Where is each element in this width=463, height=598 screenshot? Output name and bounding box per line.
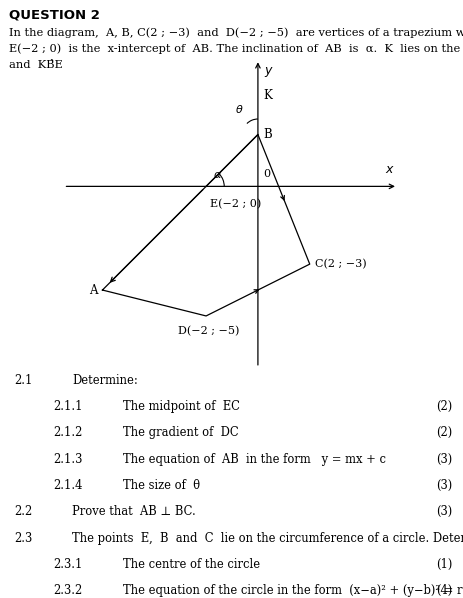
Text: 2.1.3: 2.1.3 <box>53 453 82 466</box>
Text: B: B <box>263 128 271 141</box>
Text: (3): (3) <box>435 479 451 492</box>
Text: $\theta$: $\theta$ <box>235 103 244 115</box>
Text: $\alpha$: $\alpha$ <box>213 170 222 180</box>
Text: 2.1.1: 2.1.1 <box>53 400 83 413</box>
Text: The centre of the circle: The centre of the circle <box>123 558 260 571</box>
Text: 2.1.2: 2.1.2 <box>53 426 82 440</box>
Text: QUESTION 2: QUESTION 2 <box>9 9 100 22</box>
Text: 2.3.2: 2.3.2 <box>53 584 82 597</box>
Text: (3): (3) <box>435 505 451 518</box>
Text: D(−2 ; −5): D(−2 ; −5) <box>178 327 239 337</box>
Text: In the diagram,  A, B, C(2 ; −3)  and  D(−2 ; −5)  are vertices of a trapezium w: In the diagram, A, B, C(2 ; −3) and D(−2… <box>9 27 463 38</box>
Text: The size of  θ: The size of θ <box>123 479 200 492</box>
Text: E(−2 ; 0)  is the  x-intercept of  AB. The inclination of  AB  is  α.  K  lies o: E(−2 ; 0) is the x-intercept of AB. The … <box>9 44 463 54</box>
Text: C(2 ; −3): C(2 ; −3) <box>314 259 366 269</box>
Text: The equation of the circle in the form  (x−a)² + (y−b)² = r²: The equation of the circle in the form (… <box>123 584 463 597</box>
Text: 0: 0 <box>263 169 269 179</box>
Text: (2): (2) <box>435 426 451 440</box>
Text: Determine:: Determine: <box>72 374 138 387</box>
Text: 2.1.4: 2.1.4 <box>53 479 82 492</box>
Text: (1): (1) <box>435 558 451 571</box>
Text: (3): (3) <box>435 453 451 466</box>
Text: The midpoint of  EC: The midpoint of EC <box>123 400 239 413</box>
Text: and  KB̂E = θ.: and KB̂E = θ. <box>9 60 90 71</box>
Text: 2.3.1: 2.3.1 <box>53 558 82 571</box>
Text: Prove that  AB ⊥ BC.: Prove that AB ⊥ BC. <box>72 505 195 518</box>
Text: 2.3: 2.3 <box>14 532 32 545</box>
Text: The gradient of  DC: The gradient of DC <box>123 426 238 440</box>
Text: (2): (2) <box>435 400 451 413</box>
Text: $y$: $y$ <box>264 65 274 78</box>
Text: $x$: $x$ <box>385 163 394 176</box>
Text: The points  E,  B  and  C  lie on the circumference of a circle. Determine:: The points E, B and C lie on the circumf… <box>72 532 463 545</box>
Text: E(−2 ; 0): E(−2 ; 0) <box>210 199 261 210</box>
Text: The equation of  AB  in the form   y = mx + c: The equation of AB in the form y = mx + … <box>123 453 385 466</box>
Text: 2.2: 2.2 <box>14 505 32 518</box>
Text: K: K <box>263 89 271 102</box>
Text: 2.1: 2.1 <box>14 374 32 387</box>
Text: A: A <box>88 283 97 297</box>
Text: (4): (4) <box>435 584 451 597</box>
